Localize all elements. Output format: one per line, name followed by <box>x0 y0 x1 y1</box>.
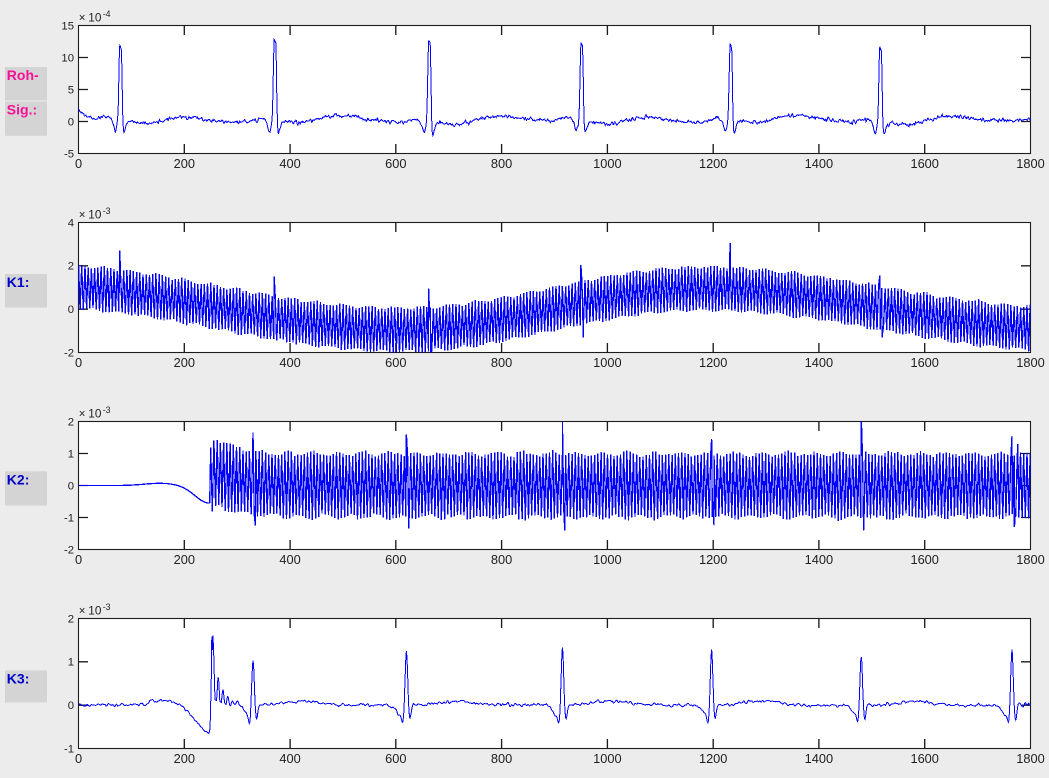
svg-text:800: 800 <box>491 751 512 766</box>
svg-text:1000: 1000 <box>593 355 621 370</box>
svg-text:×: × <box>79 408 86 420</box>
svg-text:1600: 1600 <box>910 156 938 171</box>
svg-text:K1:: K1: <box>7 274 30 290</box>
svg-text:1000: 1000 <box>593 552 621 567</box>
svg-text:0: 0 <box>75 355 82 370</box>
svg-text:-1: -1 <box>64 512 74 524</box>
svg-text:10: 10 <box>88 207 102 221</box>
svg-text:2: 2 <box>68 416 74 428</box>
svg-text:200: 200 <box>174 156 195 171</box>
svg-text:×: × <box>79 12 86 24</box>
svg-text:0: 0 <box>68 116 74 128</box>
svg-text:1200: 1200 <box>699 552 727 567</box>
svg-text:-3: -3 <box>103 602 111 612</box>
svg-text:1600: 1600 <box>910 355 938 370</box>
svg-text:1600: 1600 <box>910 751 938 766</box>
svg-text:1000: 1000 <box>593 751 621 766</box>
svg-text:1800: 1800 <box>1016 156 1044 171</box>
svg-text:1800: 1800 <box>1016 552 1044 567</box>
svg-text:-5: -5 <box>64 148 74 160</box>
svg-text:800: 800 <box>491 552 512 567</box>
svg-text:0: 0 <box>75 552 82 567</box>
svg-text:-3: -3 <box>103 206 111 216</box>
svg-text:4: 4 <box>68 217 74 229</box>
svg-text:5: 5 <box>68 84 74 96</box>
svg-text:10: 10 <box>61 52 74 64</box>
svg-text:-3: -3 <box>103 405 111 415</box>
svg-text:K3:: K3: <box>7 671 30 687</box>
svg-text:200: 200 <box>174 552 195 567</box>
svg-text:10: 10 <box>88 10 102 24</box>
svg-text:1600: 1600 <box>910 552 938 567</box>
svg-text:1200: 1200 <box>699 156 727 171</box>
svg-text:200: 200 <box>174 355 195 370</box>
svg-text:400: 400 <box>279 751 300 766</box>
svg-text:10: 10 <box>88 603 102 617</box>
svg-text:-2: -2 <box>64 544 74 556</box>
svg-text:-1: -1 <box>64 743 74 755</box>
svg-text:1400: 1400 <box>805 156 833 171</box>
svg-text:1: 1 <box>68 448 74 460</box>
svg-text:K2:: K2: <box>7 472 30 488</box>
svg-text:Roh-: Roh- <box>7 67 39 83</box>
svg-text:1400: 1400 <box>805 751 833 766</box>
svg-text:1800: 1800 <box>1016 751 1044 766</box>
svg-text:0: 0 <box>68 304 74 316</box>
svg-text:1200: 1200 <box>699 355 727 370</box>
svg-text:600: 600 <box>385 156 406 171</box>
svg-text:600: 600 <box>385 751 406 766</box>
svg-text:400: 400 <box>279 355 300 370</box>
svg-text:10: 10 <box>88 406 102 420</box>
svg-text:-2: -2 <box>64 347 74 359</box>
svg-text:400: 400 <box>279 156 300 171</box>
svg-text:400: 400 <box>279 552 300 567</box>
svg-text:600: 600 <box>385 355 406 370</box>
svg-text:1: 1 <box>68 657 74 669</box>
svg-text:1400: 1400 <box>805 355 833 370</box>
svg-text:-4: -4 <box>103 9 111 19</box>
svg-text:800: 800 <box>491 355 512 370</box>
svg-text:800: 800 <box>491 156 512 171</box>
svg-text:15: 15 <box>61 20 74 32</box>
svg-text:2: 2 <box>68 261 74 273</box>
svg-text:Sig.:: Sig.: <box>7 102 37 118</box>
svg-text:1800: 1800 <box>1016 355 1044 370</box>
svg-text:1400: 1400 <box>805 552 833 567</box>
svg-text:0: 0 <box>68 700 74 712</box>
svg-text:2: 2 <box>68 613 74 625</box>
svg-text:600: 600 <box>385 552 406 567</box>
svg-text:×: × <box>79 209 86 221</box>
svg-text:200: 200 <box>174 751 195 766</box>
svg-text:0: 0 <box>68 480 74 492</box>
svg-text:1200: 1200 <box>699 751 727 766</box>
svg-text:×: × <box>79 605 86 617</box>
svg-text:0: 0 <box>75 156 82 171</box>
svg-text:0: 0 <box>75 751 82 766</box>
svg-text:1000: 1000 <box>593 156 621 171</box>
